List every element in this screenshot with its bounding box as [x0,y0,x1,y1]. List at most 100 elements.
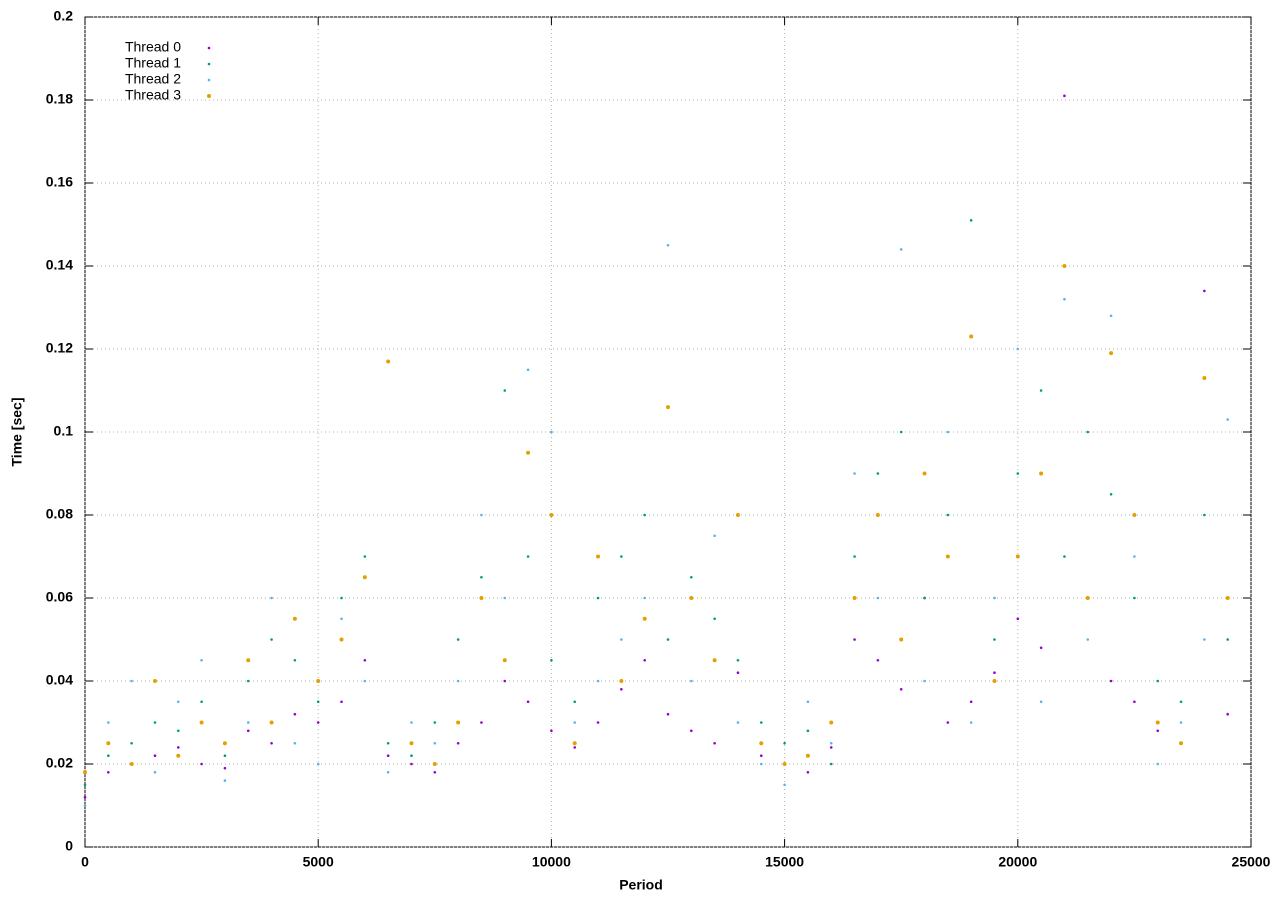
point [83,770,87,775]
point [316,679,321,683]
point [246,679,250,683]
point [573,746,577,749]
point [270,638,273,641]
point [946,721,950,724]
point [969,219,973,222]
point [83,804,87,807]
point [456,638,460,641]
point [176,746,180,749]
point [969,334,974,339]
y-tick-label: 0.14 [46,257,73,273]
point [993,638,996,641]
point [363,658,367,662]
point [362,575,367,580]
point [106,741,111,746]
point [293,741,297,745]
point [690,729,693,733]
y-tick-label: 0.12 [46,340,73,356]
y-tick-label: 0.02 [46,755,73,771]
point [1179,700,1183,704]
point [620,688,623,691]
point [875,513,880,517]
point [107,721,110,724]
point [200,658,203,662]
point [433,721,437,724]
point [1015,554,1020,559]
point [410,754,413,757]
point [83,795,87,799]
point [620,555,623,558]
point [199,720,204,725]
point [1225,596,1230,600]
point [410,762,413,766]
point [340,617,343,621]
y-tick-label: 0.04 [46,672,73,688]
point [246,658,251,663]
point [1086,430,1090,434]
point [1132,513,1137,517]
legend-marker [207,78,211,82]
point [1063,94,1066,98]
point [223,754,227,757]
point [643,513,646,517]
point [433,741,437,745]
point [316,721,320,724]
point [899,248,903,251]
point [386,754,390,757]
point [526,555,530,558]
point [1133,700,1136,704]
point [1202,376,1207,381]
point [456,741,460,745]
point [969,721,973,724]
point [876,596,880,600]
point [666,405,670,410]
x-tick-label: 15000 [765,854,804,870]
point [1133,596,1136,600]
point [153,771,157,774]
point [805,753,810,758]
point [480,575,483,579]
point [107,754,110,757]
point [736,721,740,724]
point [759,762,763,766]
point [270,596,273,600]
y-axis-label: Time [sec] [9,398,25,467]
point [550,658,553,662]
point [783,741,786,745]
point [923,679,926,683]
point [549,513,554,517]
point [945,554,950,559]
point [432,762,437,766]
point [690,575,693,579]
y-tick-label: 0 [65,838,73,854]
point [619,679,624,683]
point [969,700,973,704]
point [806,729,810,733]
legend-marker [207,62,211,66]
point [829,720,834,725]
point [1155,720,1160,725]
point [829,746,833,749]
point [946,430,950,434]
y-tick-label: 0.08 [46,506,73,522]
point [1179,721,1183,724]
point [292,616,297,621]
point [1063,297,1066,301]
point [1203,638,1206,641]
point [503,679,507,683]
point [176,729,180,733]
point [759,721,763,724]
point [713,534,716,538]
point [129,762,134,766]
point [713,741,716,745]
point [1062,264,1067,268]
legend-marker [207,94,211,98]
point [666,243,670,247]
point [666,638,670,641]
point [1039,389,1043,392]
point [1156,762,1160,766]
point [853,472,856,475]
point [480,513,483,517]
point [596,721,600,724]
point [643,596,646,600]
